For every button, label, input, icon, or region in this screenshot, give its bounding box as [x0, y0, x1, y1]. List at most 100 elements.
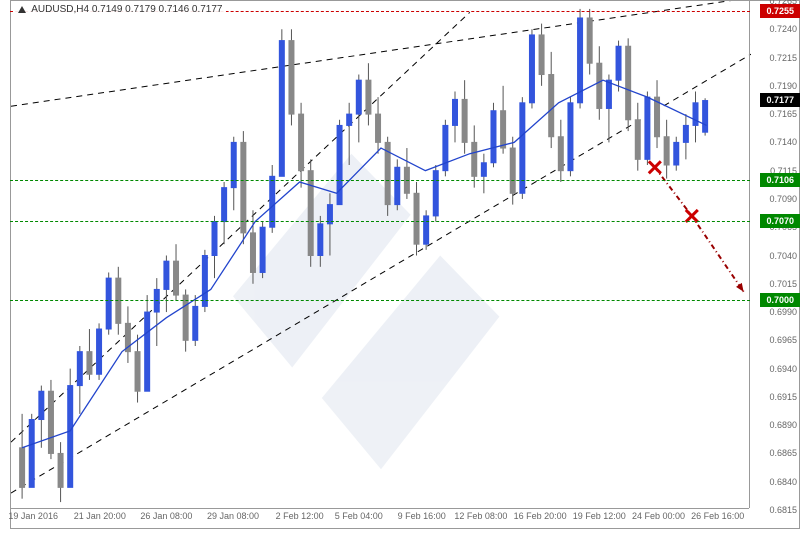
candle-body [414, 193, 419, 244]
y-tick: 0.6890 [769, 420, 797, 430]
y-tick: 0.7140 [769, 137, 797, 147]
candle-body [212, 222, 217, 256]
candle-body [481, 163, 486, 177]
price-label: 0.7000 [760, 293, 800, 307]
x-tick: 12 Feb 08:00 [454, 511, 507, 521]
x-marker-icon [649, 161, 661, 173]
candle-body [116, 278, 121, 323]
candle-body [48, 391, 53, 453]
y-tick: 0.7090 [769, 194, 797, 204]
x-tick: 19 Feb 12:00 [573, 511, 626, 521]
triangle-icon [18, 6, 26, 13]
candle-body [241, 142, 246, 232]
horizontal-line [10, 180, 750, 181]
y-tick: 0.6840 [769, 477, 797, 487]
candle-body [462, 99, 467, 142]
candle-body [299, 114, 304, 171]
y-tick: 0.6940 [769, 364, 797, 374]
candle-body [97, 329, 102, 374]
y-axis: 0.72650.72400.72150.71900.71650.71400.71… [749, 1, 799, 508]
price-label: 0.7070 [760, 214, 800, 228]
x-tick: 29 Jan 08:00 [207, 511, 259, 521]
candle-body [683, 125, 688, 142]
candle-body [472, 142, 477, 176]
y-tick: 0.7040 [769, 251, 797, 261]
candle-body [578, 18, 583, 103]
candle-body [453, 99, 458, 125]
candle-body [501, 111, 506, 148]
candle-body [395, 167, 400, 204]
candle-body [693, 103, 698, 126]
candle-body [356, 80, 361, 114]
symbol-label: AUDUSD,H4 [31, 4, 89, 15]
candle-body [135, 352, 140, 392]
candle-body [674, 142, 679, 165]
candle-body [664, 137, 669, 165]
candle-body [250, 233, 255, 273]
candle-body [29, 420, 34, 488]
x-tick: 16 Feb 20:00 [514, 511, 567, 521]
price-label: 0.7177 [760, 93, 800, 107]
y-tick: 0.6865 [769, 448, 797, 458]
candle-body [68, 386, 73, 488]
arrowhead-icon [736, 283, 744, 292]
candle-body [558, 137, 563, 171]
candle-body [154, 289, 159, 312]
chart-header: AUDUSD,H4 0.7149 0.7179 0.7146 0.7177 [15, 3, 226, 16]
x-tick: 26 Feb 16:00 [691, 511, 744, 521]
candle-body [491, 111, 496, 163]
chart-container: AUDUSD,H4 0.7149 0.7179 0.7146 0.7177 0.… [10, 0, 800, 529]
candle-body [20, 448, 25, 488]
projection-arrow [655, 167, 744, 291]
candle-body [222, 188, 227, 222]
y-tick: 0.6915 [769, 392, 797, 402]
candle-body [587, 18, 592, 63]
candle-body [529, 35, 534, 103]
candle-body [347, 114, 352, 125]
x-tick: 5 Feb 04:00 [335, 511, 383, 521]
candle-body [174, 261, 179, 295]
candle-body [510, 148, 515, 193]
horizontal-line [10, 221, 750, 222]
x-axis: 19 Jan 201621 Jan 20:0026 Jan 08:0029 Ja… [11, 508, 749, 528]
candle-body [145, 312, 150, 391]
price-label: 0.7255 [760, 4, 800, 18]
y-tick: 0.6815 [769, 505, 797, 515]
y-tick: 0.7165 [769, 109, 797, 119]
candle-body [58, 453, 63, 487]
candle-body [597, 63, 602, 108]
candle-body [568, 103, 573, 171]
y-tick: 0.7190 [769, 81, 797, 91]
ohlc-label: 0.7149 0.7179 0.7146 0.7177 [92, 4, 223, 15]
candle-body [164, 261, 169, 289]
candle-body [183, 295, 188, 340]
x-tick: 24 Feb 00:00 [632, 511, 685, 521]
plot-area[interactable] [11, 1, 749, 508]
y-tick: 0.6965 [769, 335, 797, 345]
price-label: 0.7106 [760, 173, 800, 187]
x-tick: 26 Jan 08:00 [140, 511, 192, 521]
chart-svg [11, 1, 751, 510]
candle-body [645, 97, 650, 159]
candle-body [193, 306, 198, 340]
candle-body [318, 224, 323, 256]
candle-body [606, 80, 611, 108]
candle-body [549, 75, 554, 137]
candle-body [626, 46, 631, 120]
candle-body [231, 142, 236, 187]
candle-body [433, 171, 438, 216]
candle-body [260, 227, 265, 272]
trendline [11, 1, 751, 106]
x-tick: 19 Jan 2016 [8, 511, 58, 521]
candle-body [308, 171, 313, 256]
y-tick: 0.7240 [769, 24, 797, 34]
y-tick: 0.6990 [769, 307, 797, 317]
y-tick: 0.7215 [769, 53, 797, 63]
candle-body [87, 352, 92, 375]
horizontal-line [10, 300, 750, 301]
candle-body [703, 101, 708, 133]
candle-body [376, 114, 381, 142]
candle-body [77, 352, 82, 386]
candle-body [366, 80, 371, 114]
candle-body [279, 41, 284, 177]
